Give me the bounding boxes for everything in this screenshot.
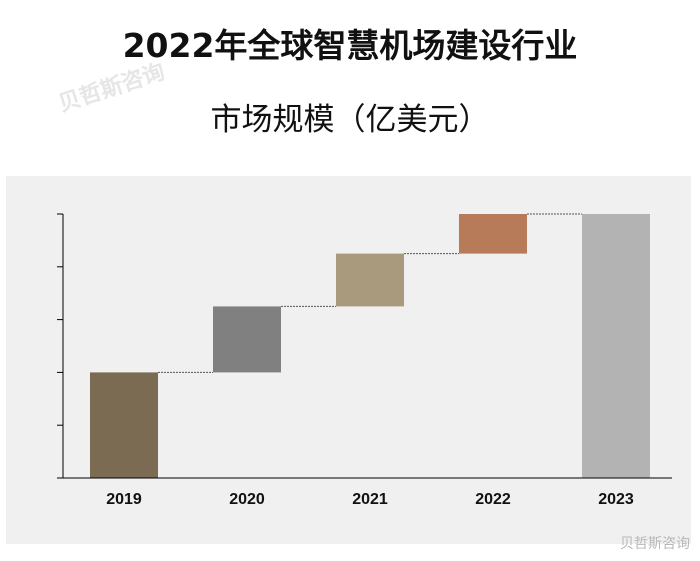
bar-2022 bbox=[459, 214, 527, 254]
watermark-text: 贝哲斯咨询 bbox=[620, 536, 690, 552]
x-tick-label-2019: 2019 bbox=[106, 491, 142, 508]
bar-2019 bbox=[90, 372, 158, 478]
x-tick-label-2023: 2023 bbox=[598, 491, 634, 508]
chart-title-line1: 2022年全球智慧机场建设行业 bbox=[122, 26, 578, 65]
x-tick-label-2020: 2020 bbox=[229, 491, 265, 508]
plot-panel bbox=[6, 176, 691, 544]
x-tick-labels: 2019 2020 2021 2022 2023 bbox=[106, 491, 634, 508]
x-tick-label-2021: 2021 bbox=[352, 491, 388, 508]
connector-lines bbox=[158, 213, 582, 373]
axes bbox=[57, 213, 672, 479]
bar-2023 bbox=[582, 214, 650, 478]
chart-title-line2: 市场规模（亿美元） bbox=[210, 102, 490, 138]
bar-2021 bbox=[336, 253, 404, 307]
bar-2020 bbox=[213, 306, 281, 373]
x-tick-label-2022: 2022 bbox=[475, 491, 511, 508]
bars bbox=[90, 214, 650, 478]
